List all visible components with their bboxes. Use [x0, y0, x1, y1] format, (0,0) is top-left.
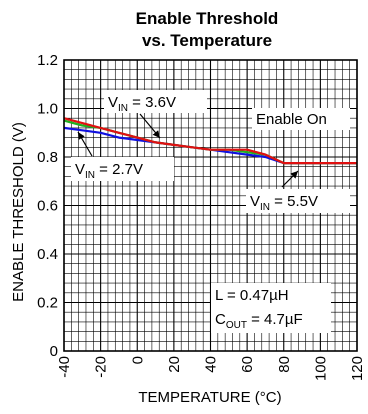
- annotation-inductor: L = 0.47µH: [215, 287, 289, 304]
- x-tick-label: 40: [203, 356, 220, 373]
- series-lines: [63, 117, 357, 165]
- arrow-vin-2-7v: [77, 131, 93, 157]
- annotation-boxes: [71, 90, 350, 333]
- annotation-box-vin-3-6v: [104, 90, 207, 113]
- plot-border: [63, 59, 358, 352]
- y-tick-label: 0.6: [37, 198, 58, 215]
- x-axis-label: TEMPERATURE (°C): [138, 389, 281, 406]
- x-tick-label: 80: [276, 356, 293, 373]
- y-tick-label: 0.8: [37, 149, 58, 166]
- annotation-box-vin-2-7v: [71, 157, 174, 181]
- y-tick-label: 1.0: [37, 101, 58, 118]
- annotation-vin-5-5v: VIN = 5.5V: [250, 193, 318, 213]
- annotation-box-enable-on: [252, 108, 350, 130]
- y-tick-labels: 0 0.2 0.4 0.6 0.8 1.0 1.2: [37, 52, 58, 360]
- plot-frame: [63, 59, 358, 352]
- x-tick-label: 20: [166, 356, 183, 373]
- annotation-box-vin-5-5v: [246, 189, 350, 213]
- chart-title-line-2: vs. Temperature: [142, 31, 272, 50]
- annotation-vin-2-7v: VIN = 2.7V: [75, 161, 143, 181]
- series-line-3: [63, 117, 357, 165]
- y-tick-label: 0.4: [37, 246, 58, 263]
- y-tick-label: 0.2: [37, 295, 58, 312]
- x-tick-label: 60: [239, 356, 256, 373]
- arrow-vin-5-5v: [281, 170, 299, 188]
- annotation-vin-3-6v: VIN = 3.6V: [108, 94, 176, 114]
- chart-title-line-1: Enable Threshold: [136, 9, 279, 28]
- annotation-cout: COUT = 4.7µF: [215, 311, 303, 331]
- y-tick-label: 1.2: [37, 52, 58, 69]
- annotation-box-components: [211, 283, 331, 333]
- x-tick-label: -20: [93, 356, 110, 378]
- x-tick-labels: -40 -20 0 20 40 60 80 100 120: [56, 356, 366, 381]
- annotation-enable-on: Enable On: [256, 111, 327, 128]
- x-tick-label: 100: [312, 356, 329, 381]
- x-tick-label: -40: [56, 356, 73, 378]
- y-axis-label: ENABLE THRESHOLD (V): [10, 122, 27, 302]
- x-tick-label: 120: [349, 356, 366, 381]
- x-tick-label: 0: [129, 356, 146, 364]
- arrow-vin-3-6v: [139, 113, 161, 139]
- y-tick-label: 0: [50, 343, 58, 360]
